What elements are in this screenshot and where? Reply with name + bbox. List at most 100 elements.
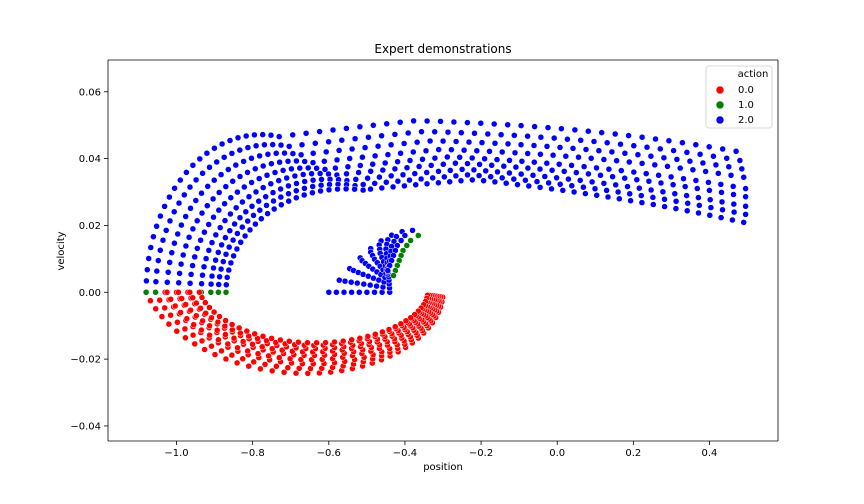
data-point-action-0-0 [202,299,209,306]
x-tick-label: 0.4 [702,448,718,459]
data-point-action-2-0 [696,151,704,158]
data-point-action-2-0 [289,150,297,157]
data-point-action-0-0 [191,340,198,348]
data-point-action-0-0 [257,365,264,373]
data-point-action-2-0 [157,247,164,254]
data-point-action-0-0 [213,327,221,334]
data-point-action-0-0 [239,338,247,345]
data-point-action-2-0 [440,161,447,168]
data-point-action-2-0 [228,150,236,157]
data-point-action-2-0 [719,145,726,153]
data-point-action-2-0 [718,198,726,206]
data-point-action-2-0 [426,137,434,145]
data-point-action-2-0 [248,179,255,186]
data-point-action-2-0 [352,176,360,183]
data-point-action-2-0 [612,181,619,189]
data-point-action-2-0 [488,162,495,169]
data-point-action-2-0 [300,191,308,199]
data-point-action-2-0 [248,203,256,210]
data-point-action-2-0 [511,149,519,157]
data-point-action-2-0 [406,157,414,164]
data-point-action-0-0 [199,317,206,325]
data-point-action-2-0 [394,177,402,185]
data-point-action-2-0 [476,161,483,168]
data-point-action-2-0 [189,262,196,269]
data-point-action-0-0 [259,333,267,340]
data-point-action-1-0 [152,289,159,296]
data-point-action-2-0 [271,169,279,176]
data-point-action-0-0 [210,308,218,316]
data-point-action-0-0 [295,365,303,372]
data-point-action-0-0 [222,331,229,338]
data-point-action-2-0 [171,185,178,192]
data-point-action-2-0 [593,192,600,199]
data-point-action-2-0 [193,217,201,225]
data-point-action-2-0 [269,141,276,148]
data-point-action-2-0 [446,178,453,186]
data-point-action-2-0 [598,129,605,136]
data-point-action-2-0 [263,202,270,209]
data-point-action-2-0 [705,143,713,151]
data-point-action-0-0 [206,304,213,311]
data-point-action-2-0 [683,149,691,156]
data-point-action-2-0 [250,212,257,219]
data-point-action-0-0 [304,339,311,346]
data-point-action-2-0 [225,243,233,251]
data-point-action-2-0 [597,172,604,179]
data-point-action-2-0 [198,280,205,287]
data-point-action-2-0 [367,185,374,193]
data-point-action-2-0 [695,194,702,201]
data-point-action-2-0 [480,177,487,184]
data-point-action-2-0 [413,138,421,146]
data-point-action-0-0 [292,369,300,377]
data-point-action-2-0 [702,168,709,175]
data-point-action-2-0 [439,137,447,145]
data-point-action-2-0 [447,167,454,174]
data-point-action-2-0 [543,159,551,167]
data-point-action-2-0 [258,215,265,222]
data-point-action-2-0 [464,119,471,126]
data-point-action-0-0 [331,338,338,346]
data-point-action-2-0 [423,117,431,125]
data-point-action-2-0 [660,154,668,162]
data-point-action-2-0 [236,146,244,154]
data-point-action-2-0 [543,143,551,150]
data-point-action-2-0 [634,151,642,158]
data-point-action-2-0 [217,171,225,178]
data-point-action-2-0 [437,118,444,125]
data-point-action-2-0 [222,251,230,258]
data-point-action-2-0 [591,185,599,193]
data-point-action-0-0 [307,365,314,372]
data-point-action-2-0 [582,190,589,197]
data-point-action-2-0 [379,166,387,174]
data-point-action-2-0 [604,193,612,201]
data-point-action-0-0 [215,336,222,344]
data-point-action-2-0 [343,125,350,132]
data-point-action-2-0 [647,152,655,160]
data-point-action-2-0 [556,144,564,151]
data-point-action-2-0 [272,150,280,157]
data-point-action-2-0 [621,174,628,182]
data-point-action-2-0 [267,180,275,188]
data-point-action-2-0 [270,197,277,205]
data-point-action-2-0 [670,147,677,154]
data-point-action-2-0 [170,208,178,216]
data-point-action-2-0 [261,141,268,149]
data-point-action-2-0 [651,161,659,169]
data-point-action-2-0 [234,230,241,237]
data-point-action-2-0 [143,277,150,285]
data-point-action-2-0 [471,130,478,137]
data-point-action-2-0 [659,188,667,196]
data-point-action-0-0 [239,355,246,363]
data-point-action-2-0 [374,142,382,150]
data-point-action-0-0 [235,324,243,332]
data-point-action-2-0 [182,213,189,220]
data-point-action-2-0 [198,209,206,217]
data-point-action-2-0 [524,150,531,157]
data-point-action-2-0 [730,191,737,198]
data-point-action-2-0 [329,126,337,134]
data-point-action-2-0 [227,210,234,218]
data-point-action-0-0 [313,339,320,347]
data-point-action-2-0 [458,166,466,173]
data-point-action-2-0 [742,193,749,200]
